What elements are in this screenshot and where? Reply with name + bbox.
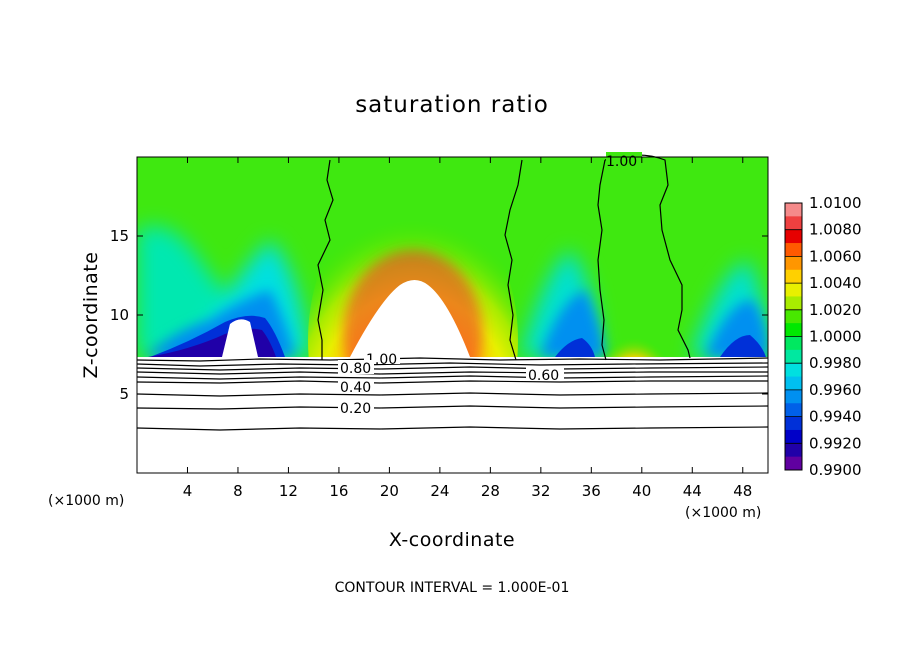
colorbar-label: 1.0040 [809, 274, 862, 292]
y-tick-label: 10 [110, 306, 129, 324]
colorbar-swatch [785, 229, 802, 244]
contour-lines [136, 154, 769, 431]
colorbar-swatch [785, 203, 802, 217]
x-unit-right: (×1000 m) [685, 505, 761, 521]
colorbar-swatch [785, 443, 802, 458]
colorbar-swatch [785, 389, 802, 404]
colorbar-label: 1.0100 [809, 194, 862, 212]
colorbar-label: 0.9920 [809, 434, 862, 452]
colorbar-swatch [785, 336, 802, 351]
colorbar-swatch [785, 269, 802, 284]
x-tick-label: 16 [329, 482, 348, 500]
colorbar-swatch [785, 283, 802, 297]
colorbar-swatch [785, 403, 802, 418]
x-tick-label: 32 [531, 482, 550, 500]
contour-label-group: 1.00 1.00 0.80 0.40 0.20 0.60 [338, 152, 642, 417]
colorbar-label: 0.9960 [809, 381, 862, 399]
colorbar-label: 1.0060 [809, 247, 862, 265]
x-unit-left: (×1000 m) [48, 493, 124, 509]
y-axis-label: Z-coordinate [80, 252, 102, 379]
colorbar-swatch [785, 429, 802, 444]
subsaturated-region [137, 357, 768, 473]
y-axis: 5 10 15 [110, 227, 768, 403]
colorbar-swatch [785, 309, 802, 324]
colorbar-swatch [785, 323, 802, 337]
saturation-field [137, 157, 768, 357]
x-tick-label: 20 [380, 482, 399, 500]
x-tick-label: 24 [430, 482, 449, 500]
y-tick-label: 15 [110, 227, 129, 245]
x-tick-label: 28 [481, 482, 500, 500]
x-tick-label: 36 [582, 482, 601, 500]
colorbar-swatch [785, 363, 802, 378]
colorbar-swatch [785, 456, 802, 471]
contour-label: 0.40 [340, 380, 371, 396]
colorbar-swatch [785, 376, 802, 391]
colorbar-label: 0.9980 [809, 354, 862, 372]
colorbar-swatch [785, 216, 802, 231]
x-tick-label: 48 [733, 482, 752, 500]
contour-label: 0.80 [340, 361, 371, 377]
x-tick-label: 44 [683, 482, 702, 500]
colorbar-swatch [785, 349, 802, 364]
contour-label: 0.60 [528, 368, 559, 384]
colorbar-label: 1.0020 [809, 301, 862, 319]
colorbar-label: 0.9940 [809, 408, 862, 426]
chart-title: saturation ratio [355, 92, 549, 118]
x-tick-label: 4 [183, 482, 193, 500]
x-axis-label: X-coordinate [389, 529, 515, 551]
x-tick-label: 12 [279, 482, 298, 500]
colorbar-label: 0.9900 [809, 461, 862, 479]
colorbar-swatch [785, 256, 802, 271]
contour-label: 0.20 [340, 401, 371, 417]
colorbar-swatch [785, 296, 802, 311]
x-tick-label: 40 [632, 482, 651, 500]
colorbar-label: 1.0080 [809, 221, 862, 239]
x-tick-label: 8 [233, 482, 243, 500]
colorbar-swatch [785, 416, 802, 431]
colorbar-swatch [785, 243, 802, 257]
contour-interval-note: CONTOUR INTERVAL = 1.000E-01 [335, 580, 570, 596]
x-axis: 4 8 12 16 20 24 28 32 36 40 44 48 [183, 157, 752, 500]
y-tick-label: 5 [119, 385, 129, 403]
contour-label: 1.00 [606, 154, 637, 170]
colorbar: 1.0100 1.0080 1.0060 1.0040 1.0020 1.0000 0.99… [784, 194, 862, 479]
colorbar-label: 1.0000 [809, 328, 862, 346]
